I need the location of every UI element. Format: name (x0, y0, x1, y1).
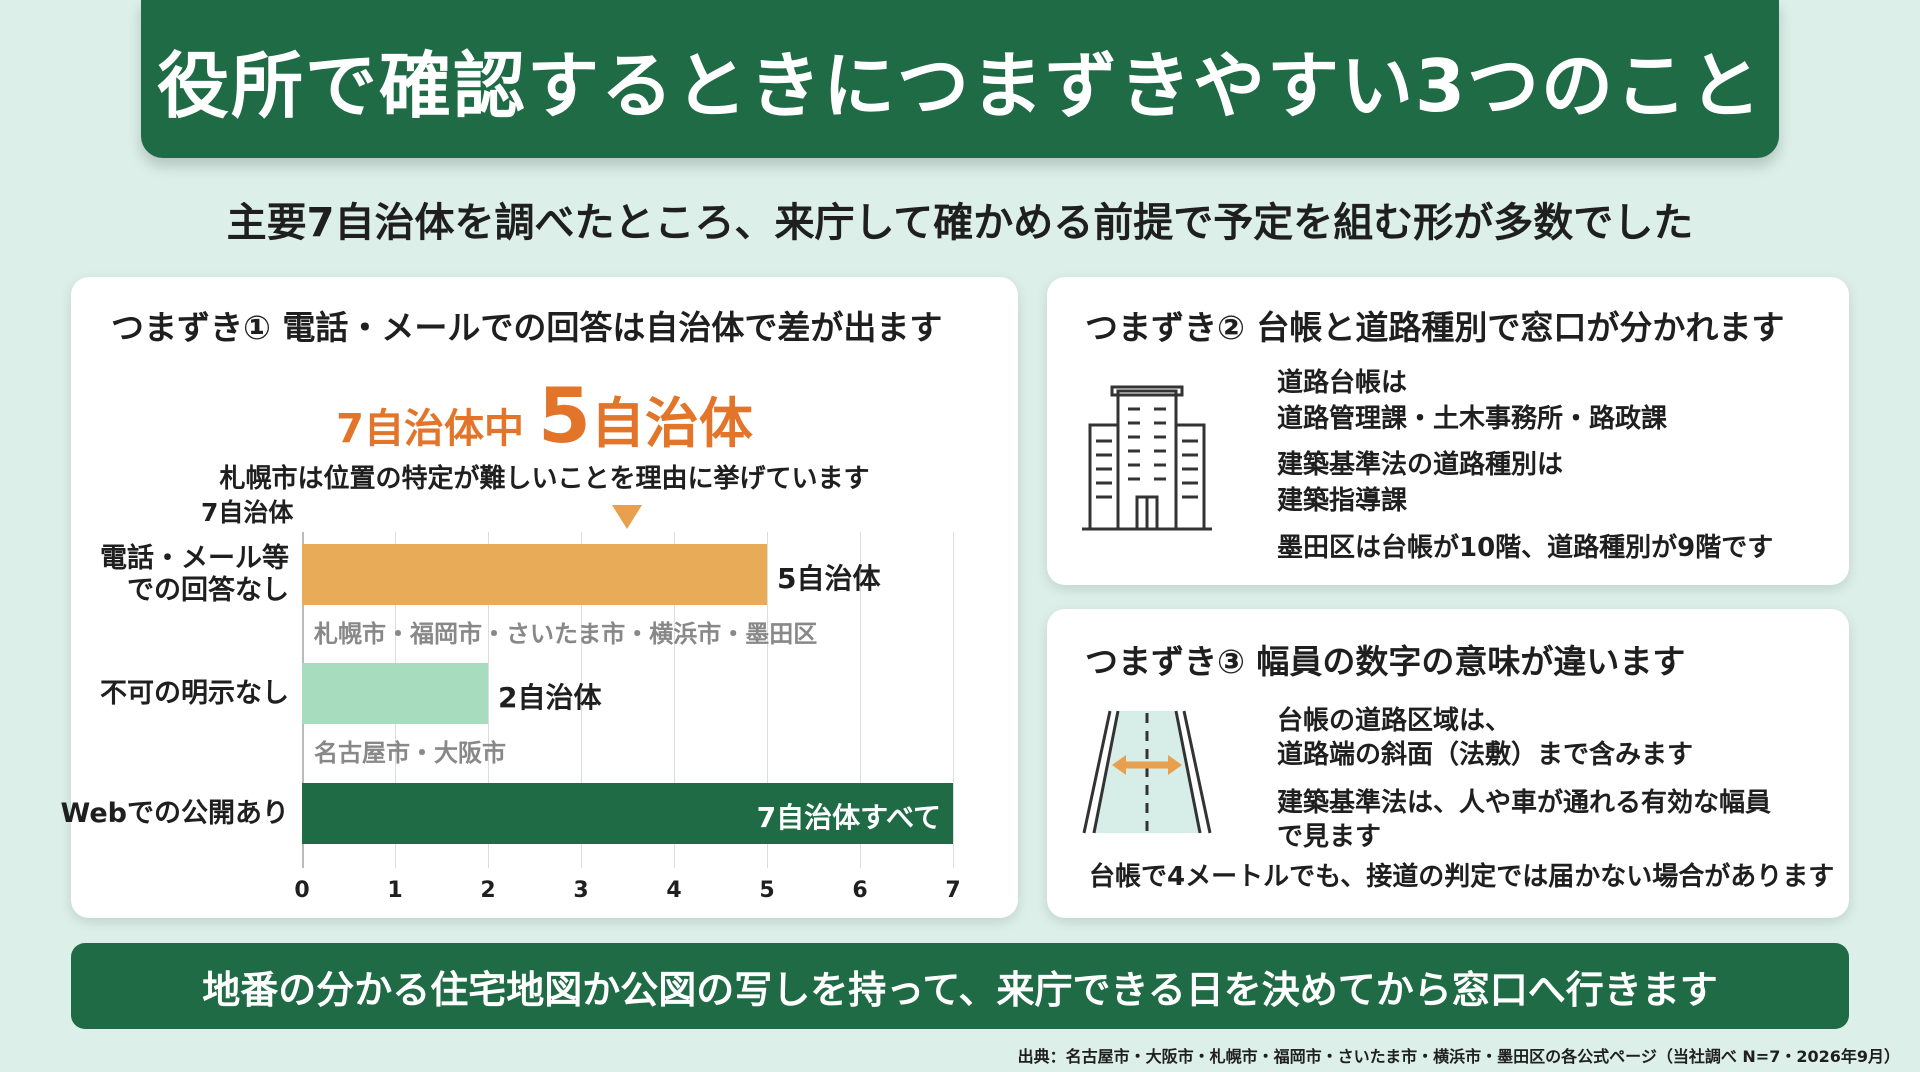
bar-category-label-line: での回答なし (127, 574, 289, 606)
bar-category-label-line: Webでの公開あり (60, 797, 289, 829)
card3-line2: 道路端の斜面（法敷）まで含みます (1277, 740, 1694, 770)
card3-line1: 台帳の道路区域は、 (1277, 706, 1512, 736)
bar (302, 544, 767, 605)
highlight-prefix: 7自治体中 (336, 406, 538, 452)
axis-caption: 7自治体 (201, 498, 294, 527)
x-tick-label: 5 (759, 878, 775, 903)
card3-title: つまずき③ 幅員の数字の意味が違います (1085, 642, 1686, 681)
gridline (674, 532, 675, 868)
x-tick-label: 3 (573, 878, 589, 903)
gridline (860, 532, 861, 868)
gridline (581, 532, 582, 868)
bar-category-label: 電話・メール等 での回答なし (100, 543, 289, 607)
card1-title: つまずき① 電話・メールでの回答は自治体で差が出ます (111, 308, 943, 347)
footer-text: 地番の分かる住宅地図か公図の写しを持って、来庁できる日を決めてから窓口へ行きます (202, 967, 1718, 1012)
highlight-note: 札幌市は位置の特定が難しいことを理由に挙げています (219, 464, 870, 494)
card2-line4: 建築指導課 (1277, 486, 1408, 516)
x-tick-label: 7 (945, 878, 961, 903)
highlight-unit: 自治体 (590, 392, 753, 455)
bar-value-label: 5自治体 (777, 562, 881, 595)
gridline (767, 532, 768, 868)
subtitle: 主要7自治体を調べたところ、来庁して確かめる前提で予定を組む形が多数でした (226, 200, 1694, 246)
stumble-card-1: つまずき① 電話・メールでの回答は自治体で差が出ます 7自治体中 5自治体 札幌… (61, 277, 1018, 918)
x-tick-label: 0 (294, 878, 310, 903)
bar-category-label-line: 不可の明示なし (100, 677, 289, 709)
highlight-stat: 7自治体中 5自治体 (71, 371, 1018, 460)
bar-members: 札幌市・福岡市・さいたま市・横浜市・墨田区 (314, 620, 818, 648)
card2-line1: 道路台帳は (1277, 368, 1408, 398)
bar-value-label: 2自治体 (498, 681, 602, 714)
source-note: 出典：名古屋市・大阪市・札幌市・福岡市・さいたま市・横浜市・墨田区の各公式ページ… (1017, 1047, 1900, 1066)
x-tick-label: 4 (666, 878, 682, 903)
stumble-card-3: つまずき③ 幅員の数字の意味が違います 台帳の道路区域は、 道路端の斜面（法敷）… (1047, 609, 1849, 918)
stumble-card-2: つまずき② 台帳と道路種別で窓口が分かれます 道路台帳は 道路管理課・土 (1047, 277, 1849, 585)
card2-line3: 建築基準法の道路種別は (1277, 450, 1564, 480)
card3-line4: で見ます (1277, 822, 1382, 852)
gridline (488, 532, 489, 868)
pointer-triangle-icon (612, 505, 642, 529)
gridline (953, 532, 954, 868)
road-width-icon (1082, 710, 1212, 834)
card3-line3: 建築基準法は、人や車が通れる有効な幅員 (1277, 788, 1772, 818)
x-tick-label: 6 (852, 878, 868, 903)
bar (302, 783, 953, 844)
footer-banner: 地番の分かる住宅地図か公図の写しを持って、来庁できる日を決めてから窓口へ行きます (71, 943, 1849, 1029)
bar-chart: 電話・メール等 での回答なし 5自治体 札幌市・福岡市・さいたま市・横浜市・墨田区 不可… (61, 277, 1018, 918)
building-icon (1082, 385, 1212, 531)
card3-line5: 台帳で4メートルでも、接道の判定では届かない場合があります (1089, 862, 1835, 892)
bar-category-label-line: 電話・メール等 (100, 542, 289, 574)
bar (302, 663, 488, 724)
card2-line5: 墨田区は台帳が10階、道路種別が9階です (1277, 533, 1774, 563)
highlight-number: 5 (537, 371, 591, 460)
bar-category-label: 不可の明示なし (100, 678, 289, 710)
bar-members: 名古屋市・大阪市 (314, 739, 506, 767)
title-banner: 役所で確認するときにつまずきやすい3つのこと (141, 0, 1779, 158)
x-tick-label: 2 (480, 878, 496, 903)
x-tick-label: 1 (387, 878, 403, 903)
bar-category-label: Webでの公開あり (61, 798, 289, 830)
card2-title: つまずき② 台帳と道路種別で窓口が分かれます (1085, 308, 1785, 347)
card2-line2: 道路管理課・土木事務所・路政課 (1277, 404, 1668, 434)
bar-value-label: 7自治体すべて (756, 801, 941, 834)
page-title: 役所で確認するときにつまずきやすい3つのこと (156, 43, 1764, 128)
